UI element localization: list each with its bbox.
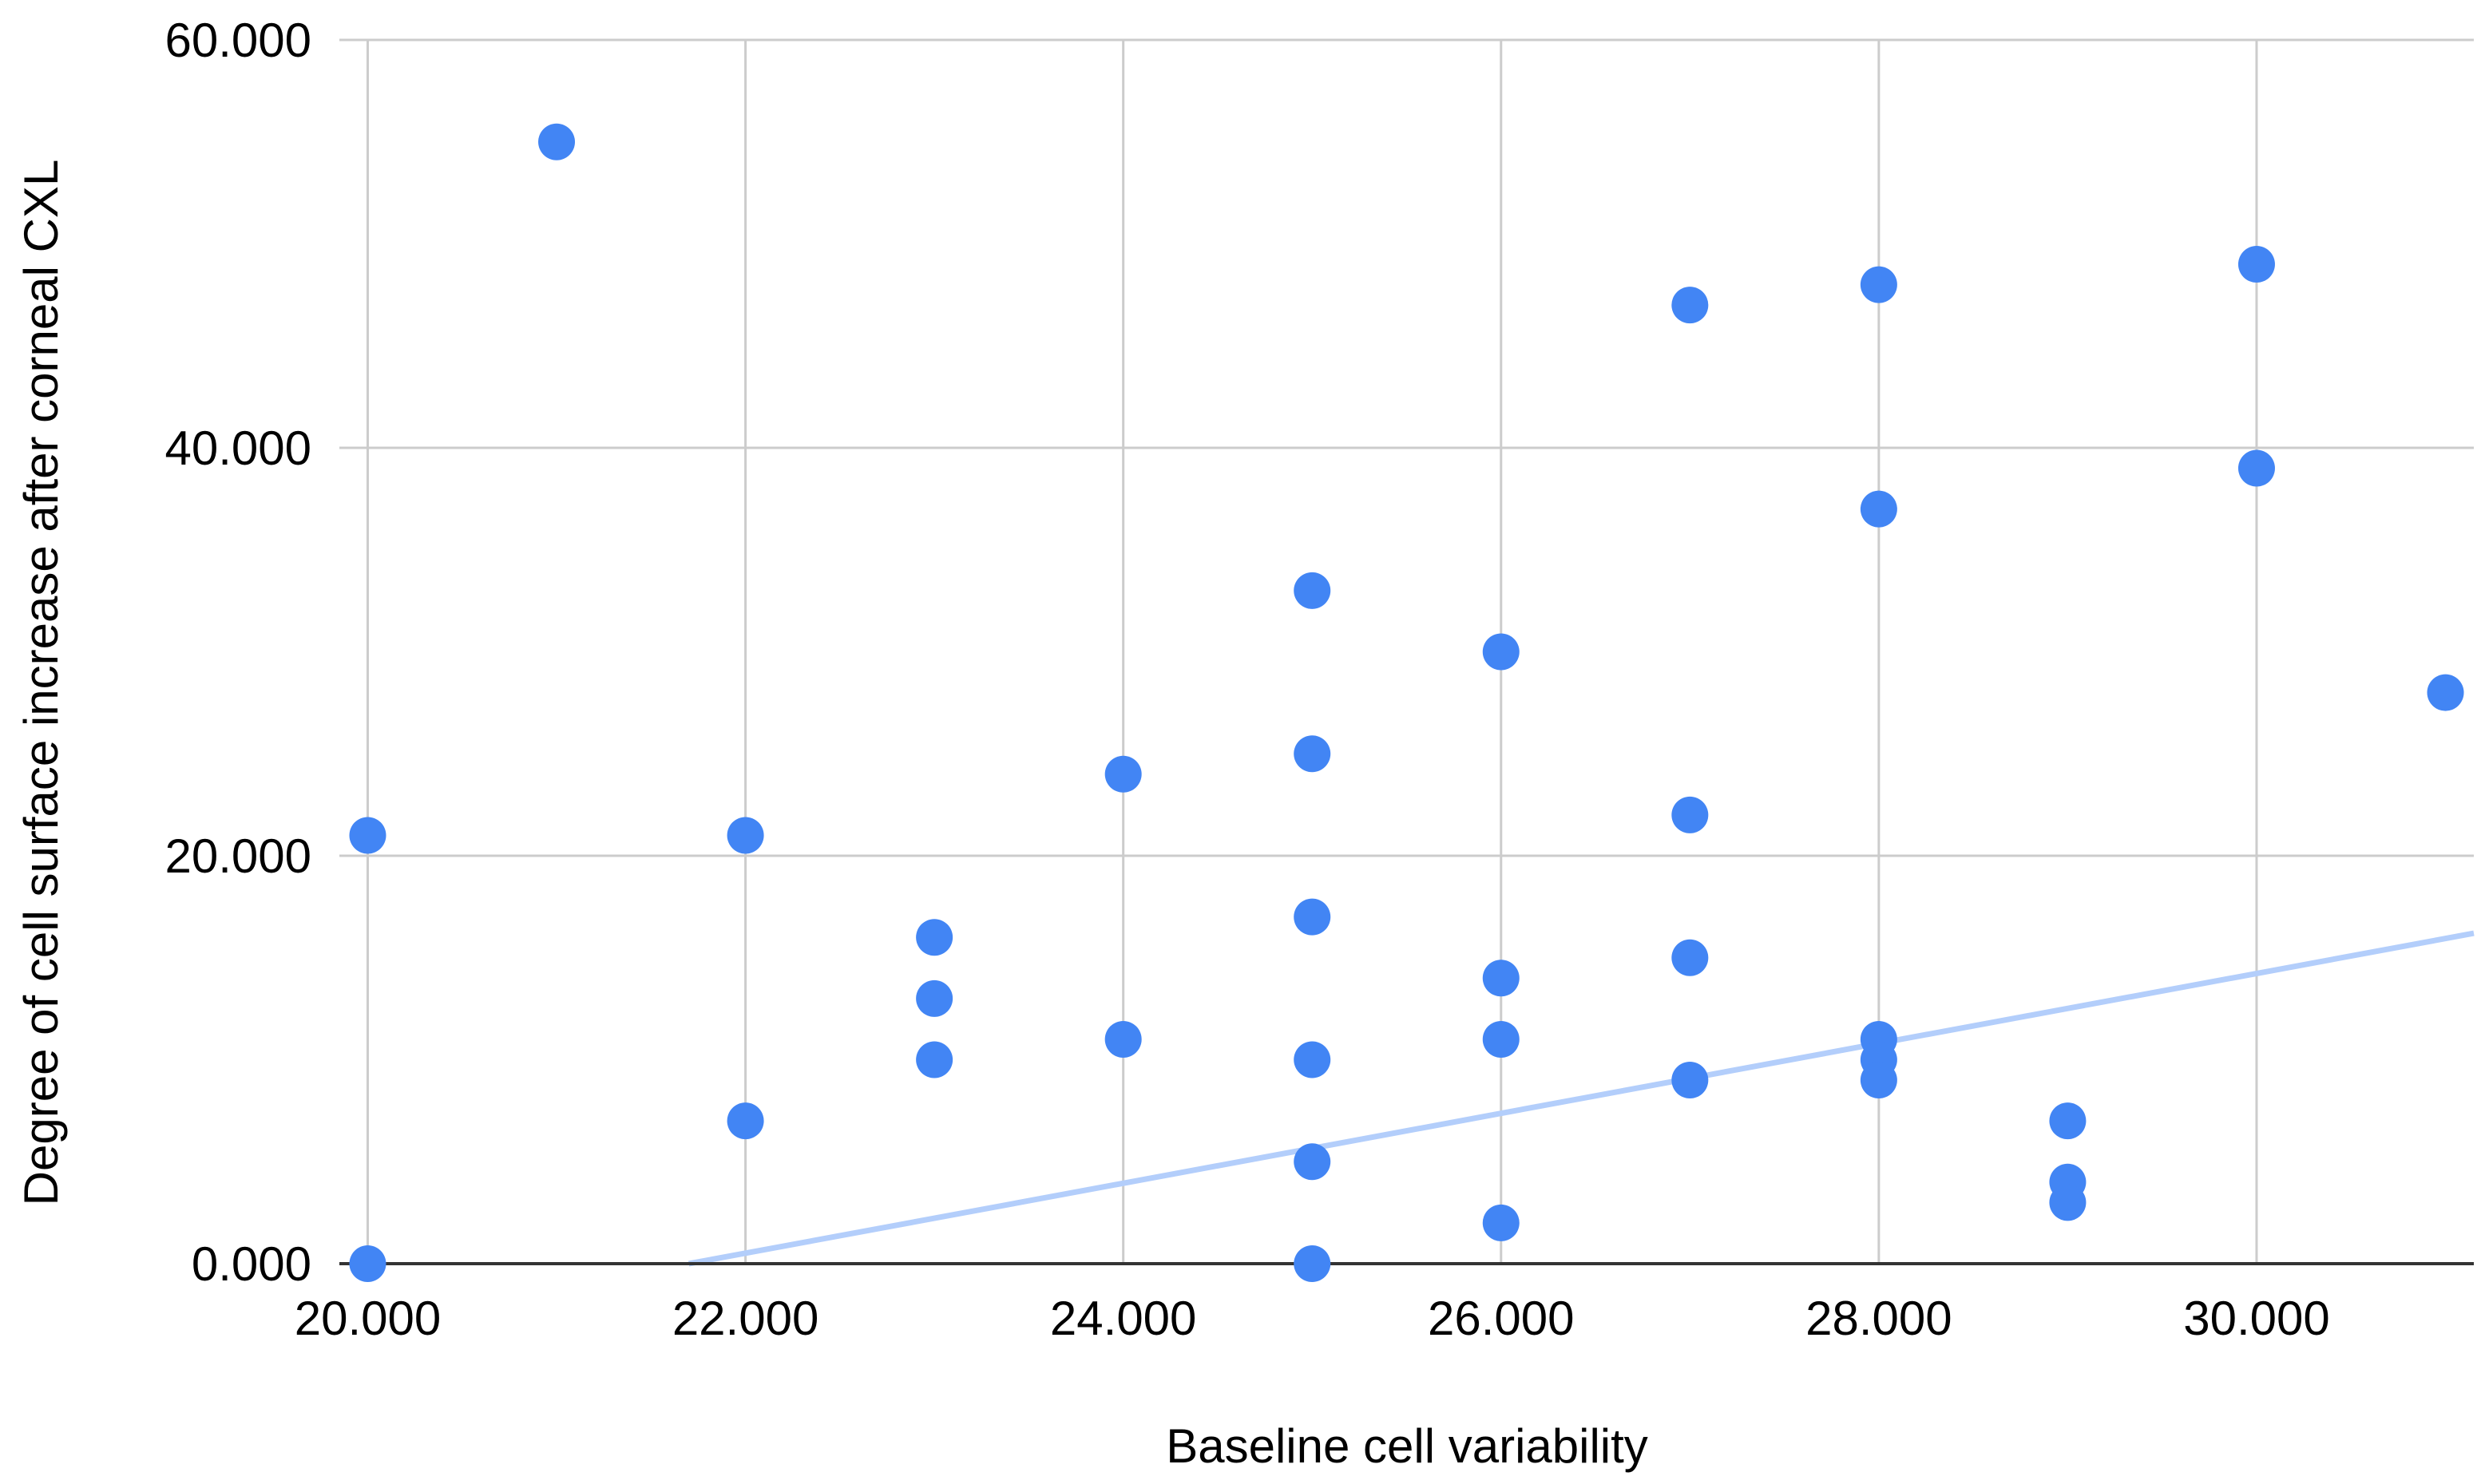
x-tick-label-3: 26.000 <box>1428 1292 1575 1345</box>
data-point-0-1 <box>349 1245 386 1282</box>
tick-labels: 20.000 22.000 24.000 26.000 28.000 30.000 0.00… <box>164 14 2329 1345</box>
y-axis-title: Degree of cell surface increase after co… <box>14 160 68 1206</box>
x-tick-label-4: 28.000 <box>1805 1292 1952 1345</box>
data-point-0-19 <box>1482 1204 1520 1241</box>
data-point-0-21 <box>1671 796 1709 833</box>
x-axis-title: Baseline cell variability <box>1166 1419 1648 1473</box>
data-point-0-34 <box>2427 674 2464 711</box>
data-point-0-6 <box>916 979 953 1017</box>
x-tick-label-0: 20.000 <box>295 1292 442 1345</box>
data-point-0-12 <box>1294 898 1331 936</box>
data-point-0-29 <box>2049 1102 2087 1140</box>
data-point-0-8 <box>1104 755 1142 793</box>
data-point-0-11 <box>1294 735 1331 773</box>
data-point-0-15 <box>1294 1245 1331 1282</box>
data-point-0-5 <box>916 919 953 956</box>
x-tick-label-1: 22.000 <box>672 1292 819 1345</box>
data-point-0-31 <box>2049 1184 2087 1221</box>
data-point-0-32 <box>2237 246 2275 283</box>
data-points <box>349 123 2464 1282</box>
data-point-0-17 <box>1482 960 1520 997</box>
data-point-0-3 <box>727 817 764 854</box>
data-point-0-9 <box>1104 1020 1142 1058</box>
data-point-0-4 <box>727 1102 764 1140</box>
data-point-0-7 <box>916 1041 953 1078</box>
x-tick-label-2: 24.000 <box>1050 1292 1197 1345</box>
data-point-0-0 <box>349 817 386 854</box>
data-point-0-14 <box>1294 1143 1331 1181</box>
data-point-0-18 <box>1482 1020 1520 1058</box>
y-tick-label-1: 20.000 <box>164 829 311 883</box>
trendline <box>688 930 2475 1267</box>
data-point-0-33 <box>2237 449 2275 487</box>
data-point-0-23 <box>1671 1062 1709 1099</box>
data-point-0-16 <box>1482 633 1520 671</box>
x-tick-label-5: 30.000 <box>2183 1292 2330 1345</box>
data-point-0-13 <box>1294 1041 1331 1078</box>
data-point-0-22 <box>1671 939 1709 976</box>
y-tick-label-2: 40.000 <box>164 421 311 475</box>
y-tick-label-3: 60.000 <box>164 14 311 67</box>
trendline-layer <box>688 930 2475 1267</box>
data-point-0-20 <box>1671 287 1709 324</box>
y-tick-label-0: 0.000 <box>192 1237 311 1291</box>
data-point-0-28 <box>1860 1062 1897 1099</box>
data-point-0-2 <box>538 123 576 160</box>
gridlines <box>339 38 2474 1264</box>
data-point-0-25 <box>1860 490 1897 528</box>
data-point-0-10 <box>1294 572 1331 609</box>
data-point-0-24 <box>1860 266 1897 303</box>
